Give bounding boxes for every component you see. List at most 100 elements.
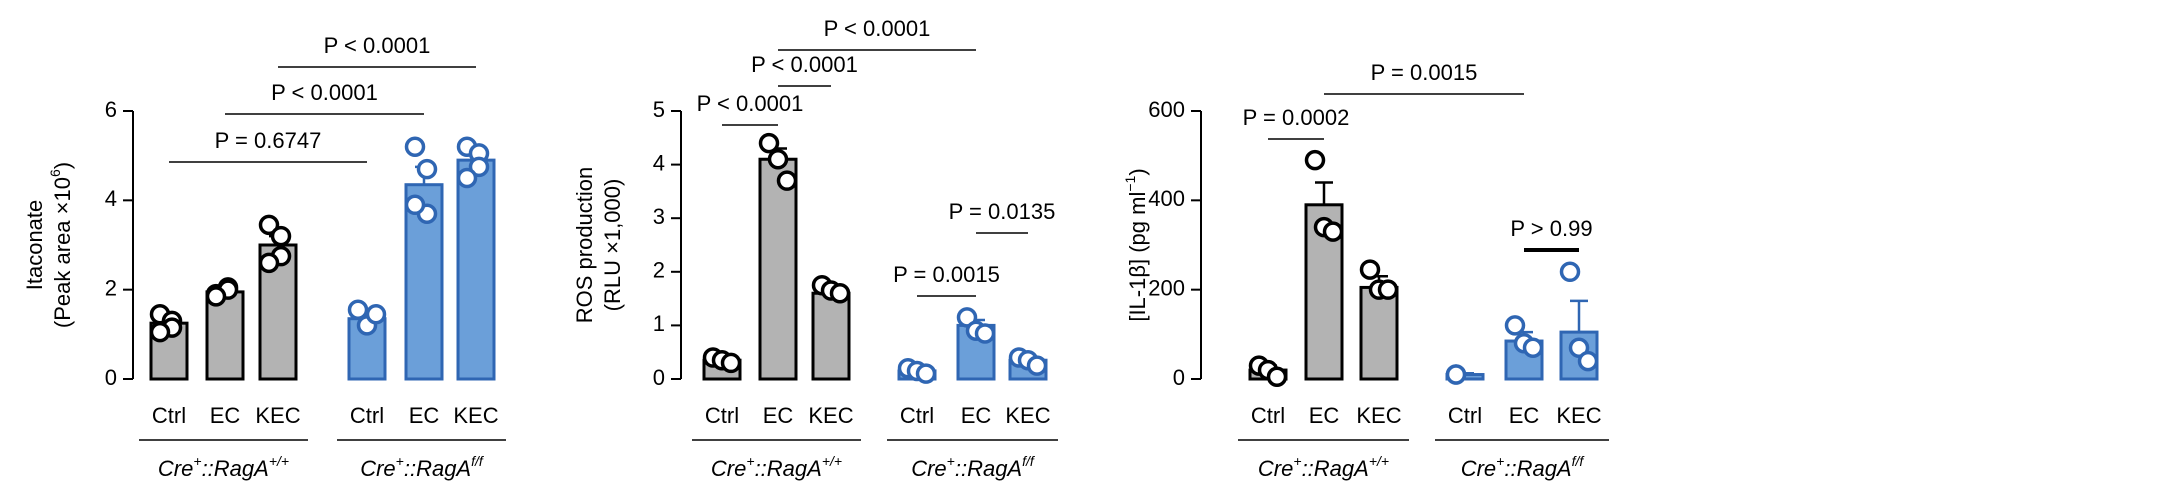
x-tick-label: Ctrl — [900, 403, 934, 428]
data-point — [767, 148, 789, 170]
bar-chart: 0 200 400 600 [IL-1β] (pg ml−1) Ctrl EC KEC Ctrl… — [1122, 60, 1609, 481]
x-tick-label: KEC — [1005, 403, 1050, 428]
x-tick-label: EC — [961, 403, 992, 428]
y-tick-label: 2 — [653, 258, 665, 283]
data-point — [149, 321, 171, 343]
data-point — [270, 225, 292, 247]
data-point — [416, 158, 438, 180]
y-axis-label-part: (RLU ×1,000) — [600, 179, 625, 312]
group-label: Cre+::RagAf/f — [911, 453, 1036, 481]
y-axis-label-part: 6 — [47, 169, 63, 177]
group-label-part: Cre — [360, 456, 395, 481]
significance-label: P = 0.0135 — [949, 199, 1056, 224]
data-point — [915, 363, 937, 384]
significance-label: P < 0.0001 — [751, 52, 858, 77]
group-label-part: +/+ — [1369, 453, 1389, 469]
data-point — [1304, 149, 1326, 171]
bar — [456, 158, 496, 381]
bar — [811, 291, 851, 381]
significance-label: P < 0.0001 — [324, 33, 431, 58]
y-tick-label: 2 — [105, 275, 117, 300]
data-point — [456, 167, 478, 189]
significance-label: P < 0.0001 — [271, 80, 378, 105]
group-label-part: + — [947, 453, 955, 469]
x-tick-label: EC — [409, 403, 440, 428]
group-label: Cre+::RagA+/+ — [711, 453, 842, 481]
data-point — [468, 156, 490, 178]
data-point — [1445, 364, 1467, 385]
y-tick-label: 600 — [1148, 97, 1185, 122]
y-tick-label: 3 — [653, 204, 665, 229]
group-label-part: ::RagA — [955, 456, 1022, 481]
y-tick-label: 0 — [1173, 365, 1185, 390]
y-axis-label-part: ) — [50, 162, 75, 169]
group-label: Cre+::RagAf/f — [360, 453, 485, 481]
x-tick-label: Ctrl — [1448, 403, 1482, 428]
group-label-part: f/f — [1022, 453, 1036, 469]
x-tick-label: Ctrl — [350, 403, 384, 428]
significance-label: P < 0.0001 — [824, 16, 931, 41]
y-axis-label-part: −1 — [1122, 175, 1138, 191]
y-tick-label: 1 — [653, 311, 665, 336]
y-axis-label: ROS production — [572, 167, 597, 324]
x-tick-label: KEC — [1356, 403, 1401, 428]
data-point — [1322, 221, 1344, 242]
group-label-part: + — [1496, 453, 1504, 469]
x-tick-label: Ctrl — [152, 403, 186, 428]
x-tick-label: KEC — [808, 403, 853, 428]
significance-label: P < 0.0001 — [697, 91, 804, 116]
group-label-part: +/+ — [822, 453, 842, 469]
group-label-part: ::RagA — [1504, 456, 1571, 481]
x-tick-label: KEC — [453, 403, 498, 428]
significance-label: P = 0.6747 — [215, 128, 322, 153]
data-point — [205, 286, 227, 307]
y-axis-label-part: Itaconate — [22, 200, 47, 291]
group-label-part: Cre — [1258, 456, 1293, 481]
data-point — [347, 299, 369, 321]
y-tick-label: 400 — [1148, 186, 1185, 211]
data-point — [404, 136, 426, 157]
group-label-part: Cre — [911, 456, 946, 481]
x-tick-label: EC — [763, 403, 794, 428]
group-label-part: ::RagA — [404, 456, 471, 481]
data-point — [258, 214, 280, 236]
x-tick-label: KEC — [255, 403, 300, 428]
group-label-part: f/f — [1572, 453, 1586, 469]
group-label-part: +/+ — [269, 453, 289, 469]
data-point — [829, 282, 851, 304]
y-tick-label: 5 — [653, 97, 665, 122]
data-point — [1026, 355, 1048, 376]
bar — [758, 157, 798, 381]
y-axis-label-part: (Peak area ×10 — [50, 177, 75, 328]
y-tick-label: 4 — [105, 186, 117, 211]
group-label-part: ::RagA — [1302, 456, 1369, 481]
data-point — [404, 194, 426, 216]
x-tick-label: EC — [210, 403, 241, 428]
y-tick-label: 0 — [653, 365, 665, 390]
group-label: Cre+::RagA+/+ — [1258, 453, 1389, 481]
x-tick-label: EC — [1309, 403, 1340, 428]
y-axis-label-part: [IL-1β] (pg ml — [1125, 192, 1150, 322]
bar — [1359, 285, 1399, 381]
group-label: Cre+::RagA+/+ — [158, 453, 289, 481]
significance-label: P = 0.0015 — [893, 262, 1000, 287]
y-tick-label: 4 — [653, 150, 665, 175]
data-point — [758, 132, 780, 154]
data-point — [1559, 261, 1581, 283]
data-point — [1377, 279, 1399, 300]
group-label-part: f/f — [471, 453, 485, 469]
data-point — [1504, 315, 1526, 336]
x-tick-label: KEC — [1556, 403, 1601, 428]
group-label: Cre+::RagAf/f — [1461, 453, 1586, 481]
x-tick-label: Ctrl — [1251, 403, 1285, 428]
group-label-part: ::RagA — [755, 456, 822, 481]
data-point — [776, 170, 798, 191]
y-axis-label: (RLU ×1,000) — [600, 179, 625, 312]
data-point — [1577, 350, 1599, 372]
data-point — [1266, 366, 1288, 388]
group-label-part: Cre — [711, 456, 746, 481]
y-axis-label: (Peak area ×106) — [47, 162, 75, 328]
group-label-part: Cre — [1461, 456, 1496, 481]
